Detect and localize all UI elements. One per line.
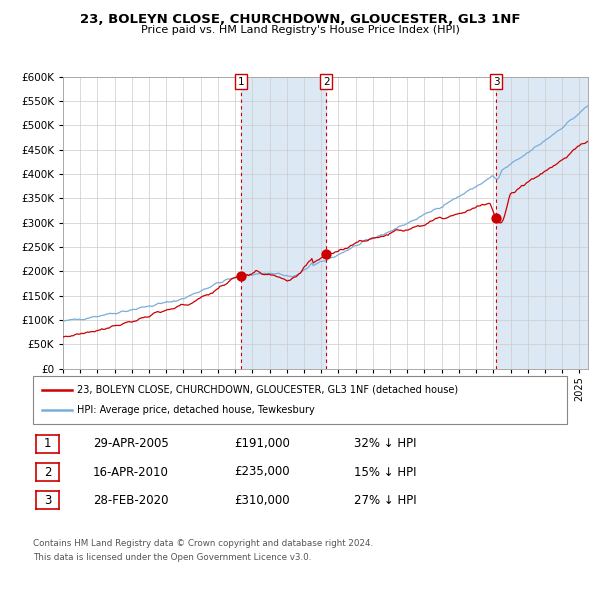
Text: 29-APR-2005: 29-APR-2005 (93, 437, 169, 450)
Text: 23, BOLEYN CLOSE, CHURCHDOWN, GLOUCESTER, GL3 1NF (detached house): 23, BOLEYN CLOSE, CHURCHDOWN, GLOUCESTER… (77, 385, 458, 395)
Text: 28-FEB-2020: 28-FEB-2020 (93, 494, 169, 507)
Text: 16-APR-2010: 16-APR-2010 (93, 466, 169, 478)
Point (236, 271, 245, 280)
Point (322, 250, 331, 259)
Text: 27% ↓ HPI: 27% ↓ HPI (354, 494, 416, 507)
Text: 32% ↓ HPI: 32% ↓ HPI (354, 437, 416, 450)
Text: 15% ↓ HPI: 15% ↓ HPI (354, 466, 416, 478)
Text: Contains HM Land Registry data © Crown copyright and database right 2024.: Contains HM Land Registry data © Crown c… (33, 539, 373, 548)
Text: 23, BOLEYN CLOSE, CHURCHDOWN, GLOUCESTER, GL3 1NF: 23, BOLEYN CLOSE, CHURCHDOWN, GLOUCESTER… (80, 13, 520, 26)
Text: 1: 1 (238, 77, 244, 87)
Text: £310,000: £310,000 (234, 494, 290, 507)
Text: 3: 3 (44, 494, 51, 507)
Text: HPI: Average price, detached house, Tewkesbury: HPI: Average price, detached house, Tewk… (77, 405, 314, 415)
Text: 3: 3 (493, 77, 499, 87)
Text: 2: 2 (323, 77, 329, 87)
Point (491, 213, 501, 222)
Text: £191,000: £191,000 (234, 437, 290, 450)
Text: This data is licensed under the Open Government Licence v3.0.: This data is licensed under the Open Gov… (33, 553, 311, 562)
Bar (241, 77, 326, 369)
Text: Price paid vs. HM Land Registry's House Price Index (HPI): Price paid vs. HM Land Registry's House … (140, 25, 460, 35)
Bar (496, 77, 588, 369)
Text: 1: 1 (44, 437, 51, 450)
Text: 2: 2 (44, 466, 51, 478)
Text: £235,000: £235,000 (234, 466, 290, 478)
